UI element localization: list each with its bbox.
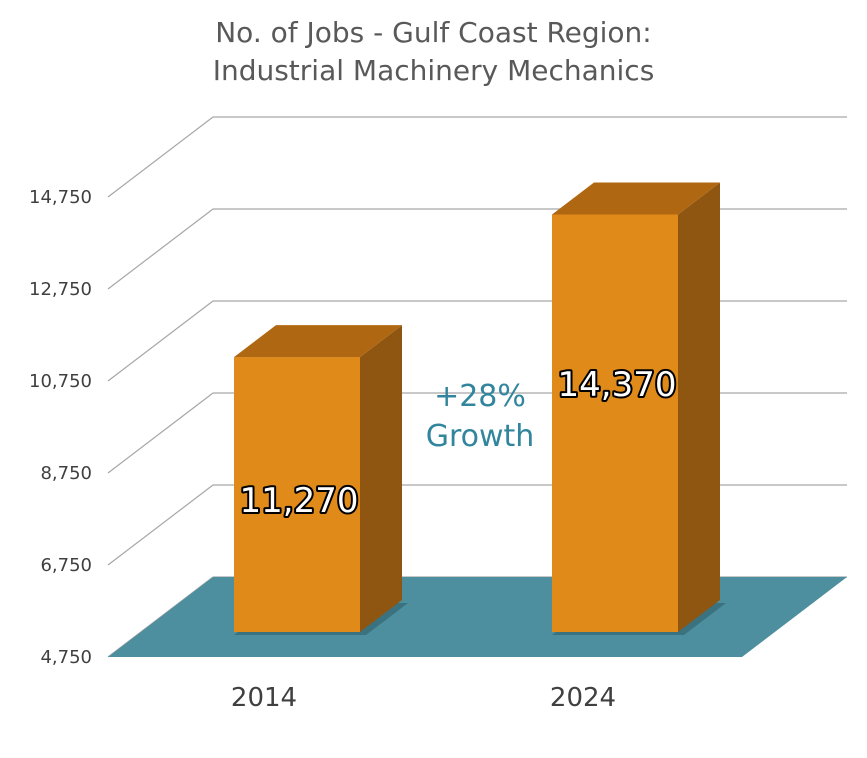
gridline-diagonal: [107, 392, 214, 474]
growth-annotation-percent: +28%: [434, 379, 526, 414]
labels: 11,270 2014 14,370 2024 +28% Growth: [231, 363, 679, 713]
gridline-diagonal: [107, 116, 214, 198]
bars: [234, 182, 726, 635]
bar-2014: [234, 325, 408, 635]
bar-side-face: [360, 325, 402, 632]
bar-value-label: 14,370: [558, 365, 677, 405]
y-tick-label: 14,750: [29, 187, 92, 208]
chart-floor: [108, 577, 847, 657]
x-category-label: 2014: [231, 683, 297, 713]
y-axis: 4,750 6,750 8,750 10,750 12,750 14,750: [29, 187, 92, 668]
gridline-diagonal: [107, 484, 214, 566]
floor-plane: [108, 577, 847, 657]
y-tick-label: 12,750: [29, 279, 92, 300]
bar-top-face: [234, 325, 402, 358]
bar-top-face: [552, 182, 720, 215]
bar-value-label: 11,270: [240, 481, 359, 521]
y-tick-label: 6,750: [40, 555, 92, 576]
y-tick-label: 4,750: [40, 647, 92, 668]
gridline-diagonal: [107, 300, 214, 382]
y-tick-label: 10,750: [29, 371, 92, 392]
bar-2024: [552, 182, 726, 635]
bar-front-face: [234, 357, 360, 632]
bar-side-face: [678, 182, 720, 633]
gridline-diagonal: [107, 208, 214, 290]
bar-front-face: [552, 214, 678, 633]
y-tick-label: 8,750: [40, 463, 92, 484]
chart-title: No. of Jobs - Gulf Coast Region: Industr…: [0, 14, 867, 90]
chart-title-line-1: No. of Jobs - Gulf Coast Region:: [215, 16, 652, 49]
x-category-label: 2024: [550, 683, 616, 713]
growth-annotation-label: Growth: [426, 419, 535, 454]
chart-subtitle: Industrial Machinery Mechanics: [212, 54, 655, 87]
